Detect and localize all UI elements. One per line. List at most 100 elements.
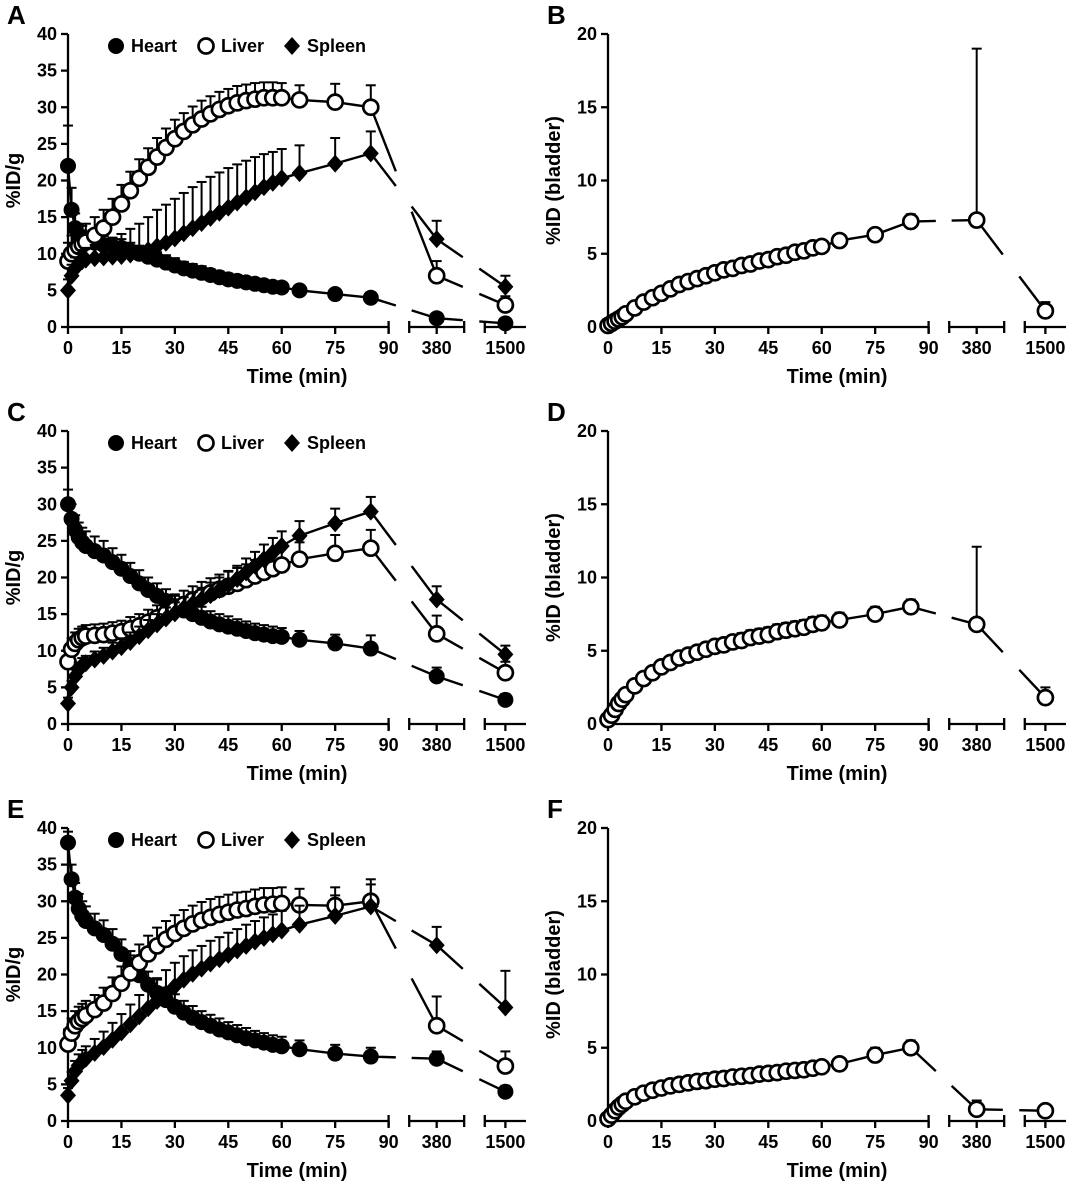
open-circle-marker [496, 1057, 515, 1075]
series-spleen [60, 130, 514, 300]
filled-circle-marker [291, 631, 308, 648]
open-circle-marker [197, 37, 215, 55]
series-heart [60, 488, 514, 708]
filled-diamond-marker [284, 831, 300, 849]
filled-circle-marker [362, 640, 379, 657]
filled-diamond-marker [291, 164, 308, 183]
open-circle-marker [290, 91, 309, 109]
x-tick-label: 30 [705, 338, 725, 358]
series-bladder [599, 1038, 1055, 1128]
legend: Heart Liver Spleen [108, 433, 366, 453]
x-tick-label: 90 [919, 735, 939, 755]
filled-diamond-marker [60, 1086, 76, 1105]
y-tick-label: 15 [37, 1001, 57, 1021]
x-tick-label: 30 [165, 1132, 185, 1152]
x-tick-label: 75 [865, 338, 885, 358]
x-tick-label: 75 [325, 1132, 345, 1152]
y-tick-label: 30 [37, 494, 57, 514]
y-axis-title: %ID/g [3, 947, 25, 1003]
series-line-stub [410, 565, 438, 601]
y-tick-label: 20 [577, 24, 597, 44]
x-tick-label: 1500 [485, 338, 525, 358]
filled-diamond-marker [86, 249, 103, 268]
x-tick-label: 380 [962, 735, 992, 755]
y-tick-label: 0 [587, 317, 597, 337]
open-circle-marker [967, 211, 986, 229]
x-tick-label: 1500 [1025, 1132, 1065, 1152]
x-axis-title: Time (min) [787, 366, 888, 388]
open-circle-marker [812, 237, 831, 256]
x-tick-label: 75 [865, 735, 885, 755]
y-axis-title: %ID (bladder) [543, 116, 565, 245]
filled-diamond-marker [362, 502, 379, 521]
open-circle-marker [901, 1038, 920, 1057]
x-tick-label: 380 [422, 338, 452, 358]
x-tick-label: 380 [422, 1132, 452, 1152]
panel-b: B 0 5 10 15 20 0 15 30 45 60 75 90 380 1500 Time (min)… [540, 0, 1080, 397]
open-circle-marker [197, 434, 215, 452]
filled-circle-marker [273, 628, 290, 645]
y-tick-label: 40 [37, 421, 57, 441]
y-tick-label: 30 [37, 97, 57, 117]
x-tick-label: 0 [603, 338, 613, 358]
x-tick-label: 60 [272, 338, 292, 358]
x-tick-label: 1500 [485, 735, 525, 755]
series-spleen [60, 495, 514, 713]
y-tick-label: 5 [47, 280, 57, 300]
x-tick-label: 90 [379, 338, 399, 358]
panel-a: A 0 5 10 15 20 25 30 35 40 0 15 30 45 60 75 90 380 1500 Ti… [0, 0, 540, 397]
y-tick-label: 5 [587, 1038, 597, 1058]
filled-diamond-marker [264, 543, 281, 562]
biodistribution-chart-e: 0 5 10 15 20 25 30 35 40 0 15 30 45 60 75 90 380 1500 Time… [3, 818, 526, 1182]
legend-label: Spleen [307, 36, 366, 56]
open-circle-marker [326, 544, 345, 563]
open-circle-marker [830, 231, 849, 250]
filled-circle-marker [60, 157, 76, 174]
y-tick-label: 5 [47, 677, 57, 697]
filled-diamond-marker [428, 590, 445, 609]
open-circle-marker [901, 212, 920, 231]
x-tick-label: 15 [651, 1132, 671, 1152]
x-tick-label: 75 [865, 1132, 885, 1152]
open-circle-marker [361, 539, 380, 558]
y-tick-label: 25 [37, 134, 57, 154]
panel-letter-b: B [547, 0, 566, 30]
x-tick-label: 1500 [1025, 735, 1065, 755]
legend: Heart Liver Spleen [108, 36, 366, 56]
panel-letter-a: A [7, 0, 26, 30]
y-tick-label: 15 [37, 207, 57, 227]
filled-diamond-marker [247, 932, 264, 951]
x-tick-label: 0 [63, 735, 73, 755]
open-circle-marker [427, 1016, 446, 1035]
panel-f: F 0 5 10 15 20 0 15 30 45 60 75 90 380 1500 Time (min)… [540, 794, 1080, 1191]
panel-letter-e: E [7, 794, 25, 824]
filled-circle-marker [362, 1048, 379, 1065]
open-circle-marker [272, 88, 291, 107]
x-tick-label: 30 [705, 1132, 725, 1152]
series-line-stub [369, 152, 397, 187]
x-tick-label: 380 [422, 735, 452, 755]
filled-diamond-marker [327, 514, 344, 533]
filled-circle-marker [327, 286, 344, 303]
y-tick-label: 10 [577, 965, 597, 985]
x-tick-label: 15 [111, 1132, 131, 1152]
filled-diamond-marker [273, 921, 290, 940]
panel-d: D 0 5 10 15 20 0 15 30 45 60 75 90 380 1500 Time (min)… [540, 397, 1080, 794]
x-tick-label: 0 [63, 1132, 73, 1152]
filled-circle-marker [273, 1038, 290, 1055]
open-circle-marker [290, 550, 309, 569]
y-tick-label: 0 [47, 1111, 57, 1131]
y-tick-label: 35 [37, 855, 57, 875]
y-tick-label: 20 [577, 818, 597, 838]
x-tick-label: 45 [218, 735, 238, 755]
x-axis-title: Time (min) [247, 366, 348, 388]
filled-diamond-marker [122, 1015, 139, 1034]
series-liver [59, 878, 515, 1075]
biodistribution-chart-a: 0 5 10 15 20 25 30 35 40 0 15 30 45 60 75 90 380 1500 Time… [3, 24, 526, 388]
filled-diamond-marker [291, 915, 308, 934]
bladder-chart-f: 0 5 10 15 20 0 15 30 45 60 75 90 380 1500 Time (min) %I… [543, 818, 1066, 1182]
filled-diamond-marker [291, 526, 308, 545]
open-circle-marker [272, 556, 291, 574]
open-circle-marker [866, 1046, 885, 1064]
